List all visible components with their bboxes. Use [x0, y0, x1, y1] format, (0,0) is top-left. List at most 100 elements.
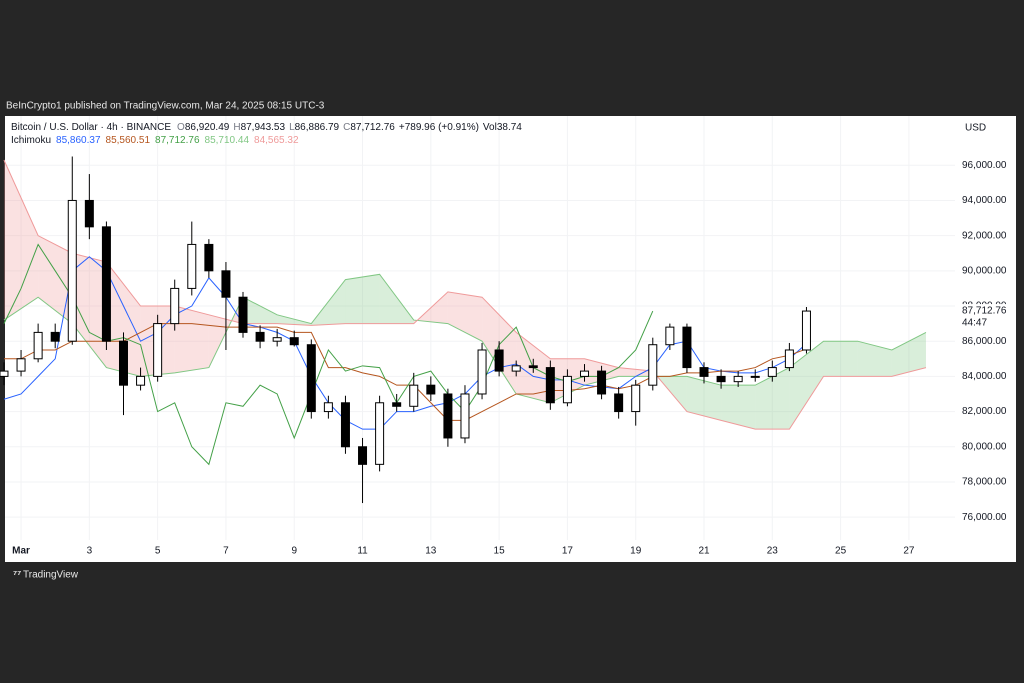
cloud-segment — [379, 274, 414, 324]
chart-title: Bitcoin / U.S. Dollar · 4h · BINANCE — [11, 122, 171, 133]
y-tick-label: 90,000.00 — [962, 265, 1007, 276]
change: +789.96 (+0.91%) — [399, 122, 479, 133]
cloud-segment — [345, 274, 380, 324]
cloud-segment — [857, 341, 892, 377]
x-tick-label: 19 — [630, 546, 642, 557]
x-tick-label: 9 — [291, 546, 297, 557]
candle-body — [33, 331, 43, 360]
cloud-segment — [755, 367, 790, 430]
candle-body — [101, 226, 111, 342]
x-tick-label: Mar — [12, 546, 30, 557]
y-tick-label: 80,000.00 — [962, 441, 1007, 452]
candle-body — [340, 402, 350, 448]
candle-body — [221, 270, 231, 298]
footer-logo-mark: ⁷⁷ — [13, 570, 21, 581]
x-tick-label: 21 — [698, 546, 710, 557]
candle-body — [648, 344, 658, 386]
candle-body — [716, 375, 726, 383]
y-tick-label: 94,000.00 — [962, 195, 1007, 206]
indicator-legend: Ichimoku 85,860.37 85,560.51 87,712.76 85,71… — [11, 135, 299, 146]
price-label: 87,712.76 — [962, 306, 1007, 317]
cloud-segment — [243, 297, 278, 324]
header: Bitcoin / U.S. Dollar · 4h · BINANCE O86,… — [11, 122, 522, 133]
indicator-value: 85,860.37 — [56, 135, 101, 146]
cloud-segment — [447, 291, 483, 342]
y-tick-label: 82,000.00 — [962, 406, 1007, 417]
candle-body — [614, 393, 624, 413]
y-tick-label: 96,000.00 — [962, 160, 1007, 171]
candle-body — [426, 384, 436, 395]
ohlc-key: L — [289, 122, 295, 133]
x-tick-label: 25 — [835, 546, 847, 557]
candle-body — [289, 337, 299, 346]
currency: USD — [965, 123, 986, 134]
x-tick-label: 27 — [903, 546, 915, 557]
candle-body — [477, 349, 487, 395]
candle-body — [187, 243, 197, 289]
cloud-edge — [3, 159, 927, 430]
footer-brand: TradingView — [23, 570, 79, 581]
indicator-value: 87,712.76 — [155, 135, 200, 146]
publish-note: BeInCrypto1 published on TradingView.com… — [6, 101, 325, 112]
candle-body — [272, 337, 282, 342]
ohlc-key: O — [177, 122, 185, 133]
candle-body — [699, 367, 709, 377]
chart-panel — [5, 116, 1016, 562]
candle-body — [67, 199, 77, 342]
candle-body — [784, 349, 794, 369]
candle-body — [255, 331, 265, 342]
ohlc-key: C — [343, 122, 350, 133]
indicator-value: 84,565.32 — [254, 135, 299, 146]
candle-body — [733, 375, 743, 383]
cloud-segment — [721, 385, 756, 430]
candle-body — [118, 340, 128, 386]
indicator-value: 85,710.44 — [205, 135, 250, 146]
x-tick-label: 15 — [494, 546, 506, 557]
y-tick-label: 86,000.00 — [962, 336, 1007, 347]
cloud-segment — [618, 367, 653, 377]
cloud-segment — [789, 341, 824, 430]
x-tick-label: 5 — [155, 546, 161, 557]
candle-body — [750, 375, 760, 378]
candle-body — [443, 393, 453, 439]
cloud-segment — [106, 262, 141, 377]
candle-body — [16, 358, 26, 372]
countdown: 44:47 — [962, 318, 987, 329]
x-tick-label: 13 — [425, 546, 437, 557]
candle-body — [631, 384, 641, 413]
plot: 76,000.00 78,000.00 80,000.00 82,000.00 84,0… — [0, 116, 1013, 557]
y-tick-label: 78,000.00 — [962, 477, 1007, 488]
candle-body — [238, 296, 248, 333]
candle-body — [204, 243, 214, 272]
x-tick-label: 11 — [357, 546, 368, 557]
ichimoku-line — [3, 243, 654, 466]
candle-body — [0, 370, 9, 377]
candle-body — [682, 326, 692, 369]
candle-body — [767, 367, 777, 377]
cloud-segment — [174, 306, 209, 373]
candle-body — [409, 384, 419, 407]
candle-body — [801, 310, 811, 351]
candle-body — [665, 326, 675, 346]
candle-body — [528, 365, 538, 369]
candle-body — [597, 370, 607, 395]
candle-body — [153, 323, 163, 377]
ohlc-value: 87,943.53 — [241, 122, 286, 133]
candle-body — [494, 349, 504, 372]
cloud-segment — [3, 159, 39, 321]
candle-body — [50, 331, 60, 342]
candle-body — [579, 370, 589, 377]
cloud-segment — [686, 376, 722, 421]
candle-body — [136, 375, 146, 386]
x-tick-label: 7 — [223, 546, 229, 557]
ohlc-value: 87,712.76 — [350, 122, 395, 133]
candle-body — [460, 393, 470, 439]
y-tick-label: 92,000.00 — [962, 230, 1007, 241]
candle-body — [306, 344, 316, 413]
x-tick-label: 23 — [767, 546, 779, 557]
cloud-segment — [823, 341, 858, 377]
indicator-name: Ichimoku — [11, 135, 51, 146]
candle-body — [562, 375, 572, 404]
x-tick-label: 3 — [87, 546, 93, 557]
indicator-value: 85,560.51 — [106, 135, 151, 146]
